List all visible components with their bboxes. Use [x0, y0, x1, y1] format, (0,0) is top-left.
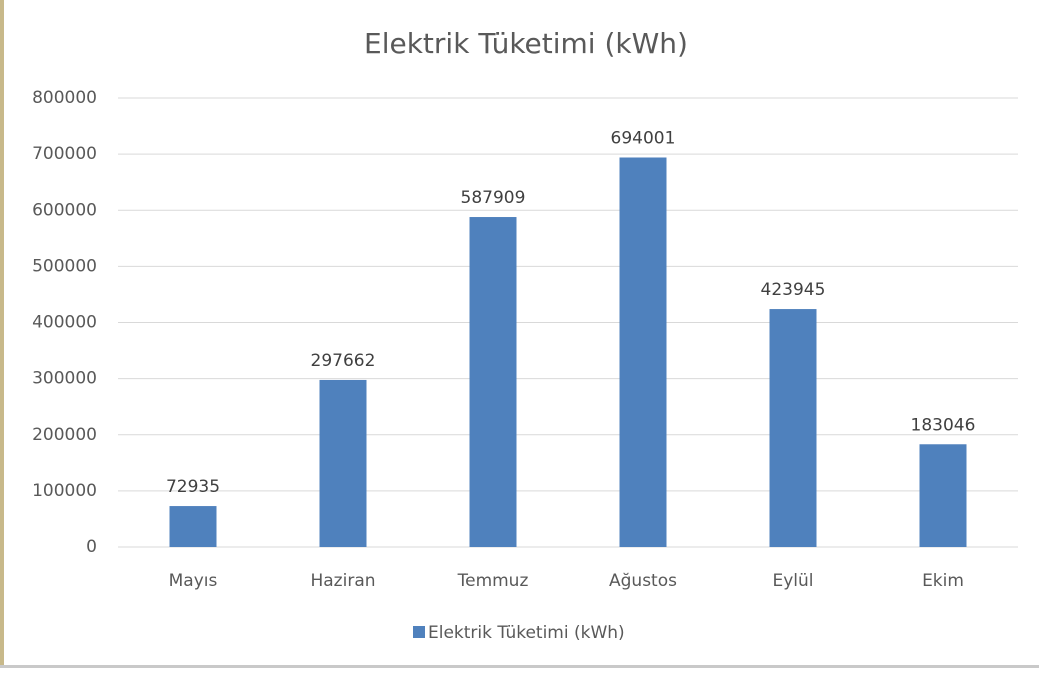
- chart-title: Elektrik Tüketimi (kWh): [364, 27, 688, 60]
- left-border: [0, 0, 4, 668]
- x-tick-label: Eylül: [772, 571, 813, 591]
- x-tick-label: Mayıs: [169, 571, 218, 591]
- y-tick-label: 500000: [32, 256, 97, 276]
- bottom-border: [0, 665, 1039, 668]
- bar: [619, 157, 667, 547]
- y-tick-label: 600000: [32, 200, 97, 220]
- data-label: 183046: [911, 415, 976, 435]
- y-tick-label: 100000: [32, 481, 97, 501]
- data-label: 297662: [311, 351, 376, 371]
- x-tick-label: Temmuz: [457, 571, 529, 591]
- data-label: 694001: [611, 128, 676, 148]
- y-tick-label: 0: [86, 537, 97, 557]
- y-tick-label: 700000: [32, 144, 97, 164]
- x-tick-label: Ekim: [922, 571, 964, 591]
- bar: [169, 506, 217, 547]
- x-tick-label: Ağustos: [609, 571, 677, 591]
- legend-label: Elektrik Tüketimi (kWh): [428, 623, 625, 643]
- data-label: 423945: [761, 280, 826, 300]
- y-tick-label: 200000: [32, 425, 97, 445]
- y-tick-label: 800000: [32, 88, 97, 108]
- x-tick-label: Haziran: [310, 571, 375, 591]
- y-tick-label: 400000: [32, 313, 97, 333]
- y-tick-label: 300000: [32, 369, 97, 389]
- bar: [319, 379, 367, 547]
- legend-swatch: [413, 626, 425, 638]
- data-label: 587909: [461, 188, 526, 208]
- data-label: 72935: [166, 477, 220, 497]
- bar: [919, 444, 967, 547]
- bar: [469, 217, 517, 547]
- bar: [769, 309, 817, 547]
